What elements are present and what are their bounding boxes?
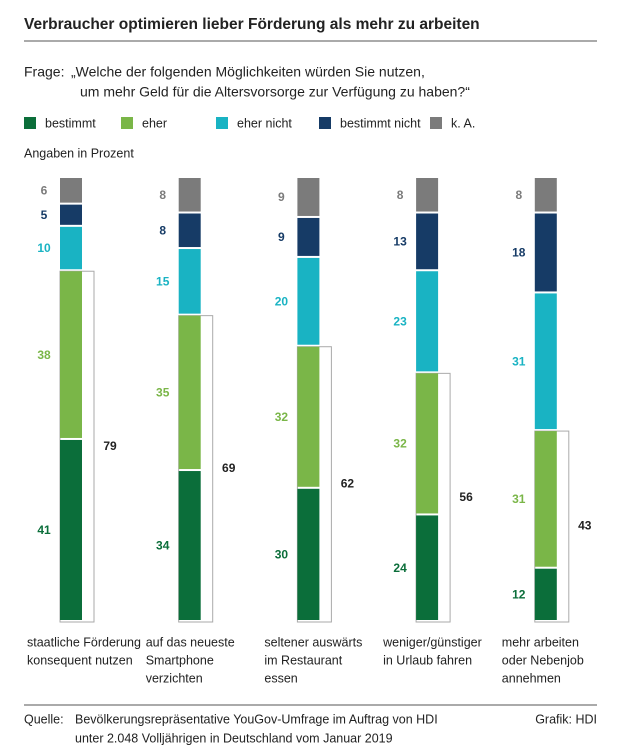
bar-segment bbox=[60, 204, 82, 225]
value-label: 13 bbox=[393, 235, 407, 249]
bar-segment bbox=[534, 431, 557, 567]
question-label: Frage: bbox=[24, 64, 64, 80]
value-label: 12 bbox=[512, 588, 526, 602]
total-label: 62 bbox=[341, 477, 355, 491]
value-label: 34 bbox=[156, 539, 170, 553]
bar-segment bbox=[416, 271, 439, 372]
unit-note: Angaben in Prozent bbox=[24, 146, 134, 160]
question: „Welche der folgenden Möglichkeiten würd… bbox=[71, 64, 425, 80]
value-label: 18 bbox=[512, 246, 526, 260]
question: um mehr Geld für die Altersvorsorge zur … bbox=[80, 84, 470, 100]
category-label: oder Nebenjob bbox=[502, 653, 584, 667]
total-label: 69 bbox=[222, 461, 236, 475]
category-label: seltener auswärts bbox=[264, 635, 362, 649]
bar-segment bbox=[297, 217, 320, 256]
value-label: 20 bbox=[275, 294, 289, 308]
value-label: 15 bbox=[156, 275, 170, 289]
legend-swatch bbox=[319, 117, 331, 129]
bar-segment bbox=[534, 293, 557, 430]
source: unter 2.048 Volljährigen in Deutschland … bbox=[75, 731, 393, 745]
bar-segment bbox=[534, 178, 557, 212]
category-label: in Urlaub fahren bbox=[383, 653, 472, 667]
value-label: 38 bbox=[37, 348, 51, 362]
value-label: 30 bbox=[275, 548, 289, 562]
category-label: weniger/günstiger bbox=[382, 635, 482, 649]
bar-segment bbox=[178, 213, 201, 248]
chart-title: Verbraucher optimieren lieber Förderung … bbox=[24, 16, 480, 33]
category-label: mehr arbeiten bbox=[502, 635, 579, 649]
bar-segment bbox=[60, 439, 82, 620]
legend-swatch bbox=[121, 117, 133, 129]
value-label: 31 bbox=[512, 492, 526, 506]
value-label: 35 bbox=[156, 386, 170, 400]
category-label: annehmen bbox=[502, 671, 561, 685]
category-label: im Restaurant bbox=[264, 653, 342, 667]
legend-swatch bbox=[216, 117, 228, 129]
category-label: Smartphone bbox=[146, 653, 214, 667]
value-label: 5 bbox=[41, 208, 48, 222]
bar-segment bbox=[297, 346, 320, 487]
value-label: 32 bbox=[393, 437, 407, 451]
bar-segment bbox=[178, 249, 201, 314]
value-label: 6 bbox=[41, 183, 48, 197]
bar-segment bbox=[416, 178, 439, 212]
bar-segment bbox=[297, 257, 320, 345]
legend-label: eher bbox=[142, 116, 167, 130]
legend-label: eher nicht bbox=[237, 116, 292, 130]
bar-segment bbox=[297, 488, 320, 620]
value-label: 32 bbox=[275, 410, 289, 424]
value-label: 8 bbox=[397, 188, 404, 202]
legend-label: bestimmt nicht bbox=[340, 116, 421, 130]
legend-swatch bbox=[24, 117, 36, 129]
legend-label: bestimmt bbox=[45, 116, 96, 130]
value-label: 8 bbox=[159, 188, 166, 202]
value-label: 31 bbox=[512, 354, 526, 368]
value-label: 24 bbox=[393, 561, 407, 575]
bar-segment bbox=[178, 178, 201, 212]
category-label: konsequent nutzen bbox=[27, 653, 133, 667]
credit: Grafik: HDI bbox=[535, 712, 597, 726]
value-label: 41 bbox=[37, 523, 51, 537]
value-label: 23 bbox=[393, 314, 407, 328]
bar-segment bbox=[534, 213, 557, 292]
bar-segment bbox=[60, 271, 82, 438]
bar-segment bbox=[416, 373, 439, 514]
bar-segment bbox=[416, 213, 439, 270]
value-label: 8 bbox=[515, 188, 522, 202]
bar-segment bbox=[178, 471, 201, 620]
source-label: Quelle: bbox=[24, 712, 64, 726]
bar-segment bbox=[60, 226, 82, 270]
legend-label: k. A. bbox=[451, 116, 475, 130]
value-label: 10 bbox=[37, 241, 51, 255]
source: Bevölkerungsrepräsentative YouGov-Umfrag… bbox=[75, 712, 438, 726]
bar-segment bbox=[416, 515, 439, 620]
bar-segment bbox=[178, 315, 201, 470]
total-label: 79 bbox=[103, 439, 117, 453]
value-label: 8 bbox=[159, 223, 166, 237]
category-label: staatliche Förderung bbox=[27, 635, 141, 649]
bar-segment bbox=[534, 568, 557, 620]
bar-segment bbox=[297, 178, 320, 216]
legend-swatch bbox=[430, 117, 442, 129]
total-label: 56 bbox=[459, 490, 473, 504]
category-label: essen bbox=[264, 671, 297, 685]
total-label: 43 bbox=[578, 519, 592, 533]
category-label: auf das neueste bbox=[146, 635, 235, 649]
bar-segment bbox=[60, 178, 82, 203]
value-label: 9 bbox=[278, 190, 285, 204]
category-label: verzichten bbox=[146, 671, 203, 685]
value-label: 9 bbox=[278, 230, 285, 244]
